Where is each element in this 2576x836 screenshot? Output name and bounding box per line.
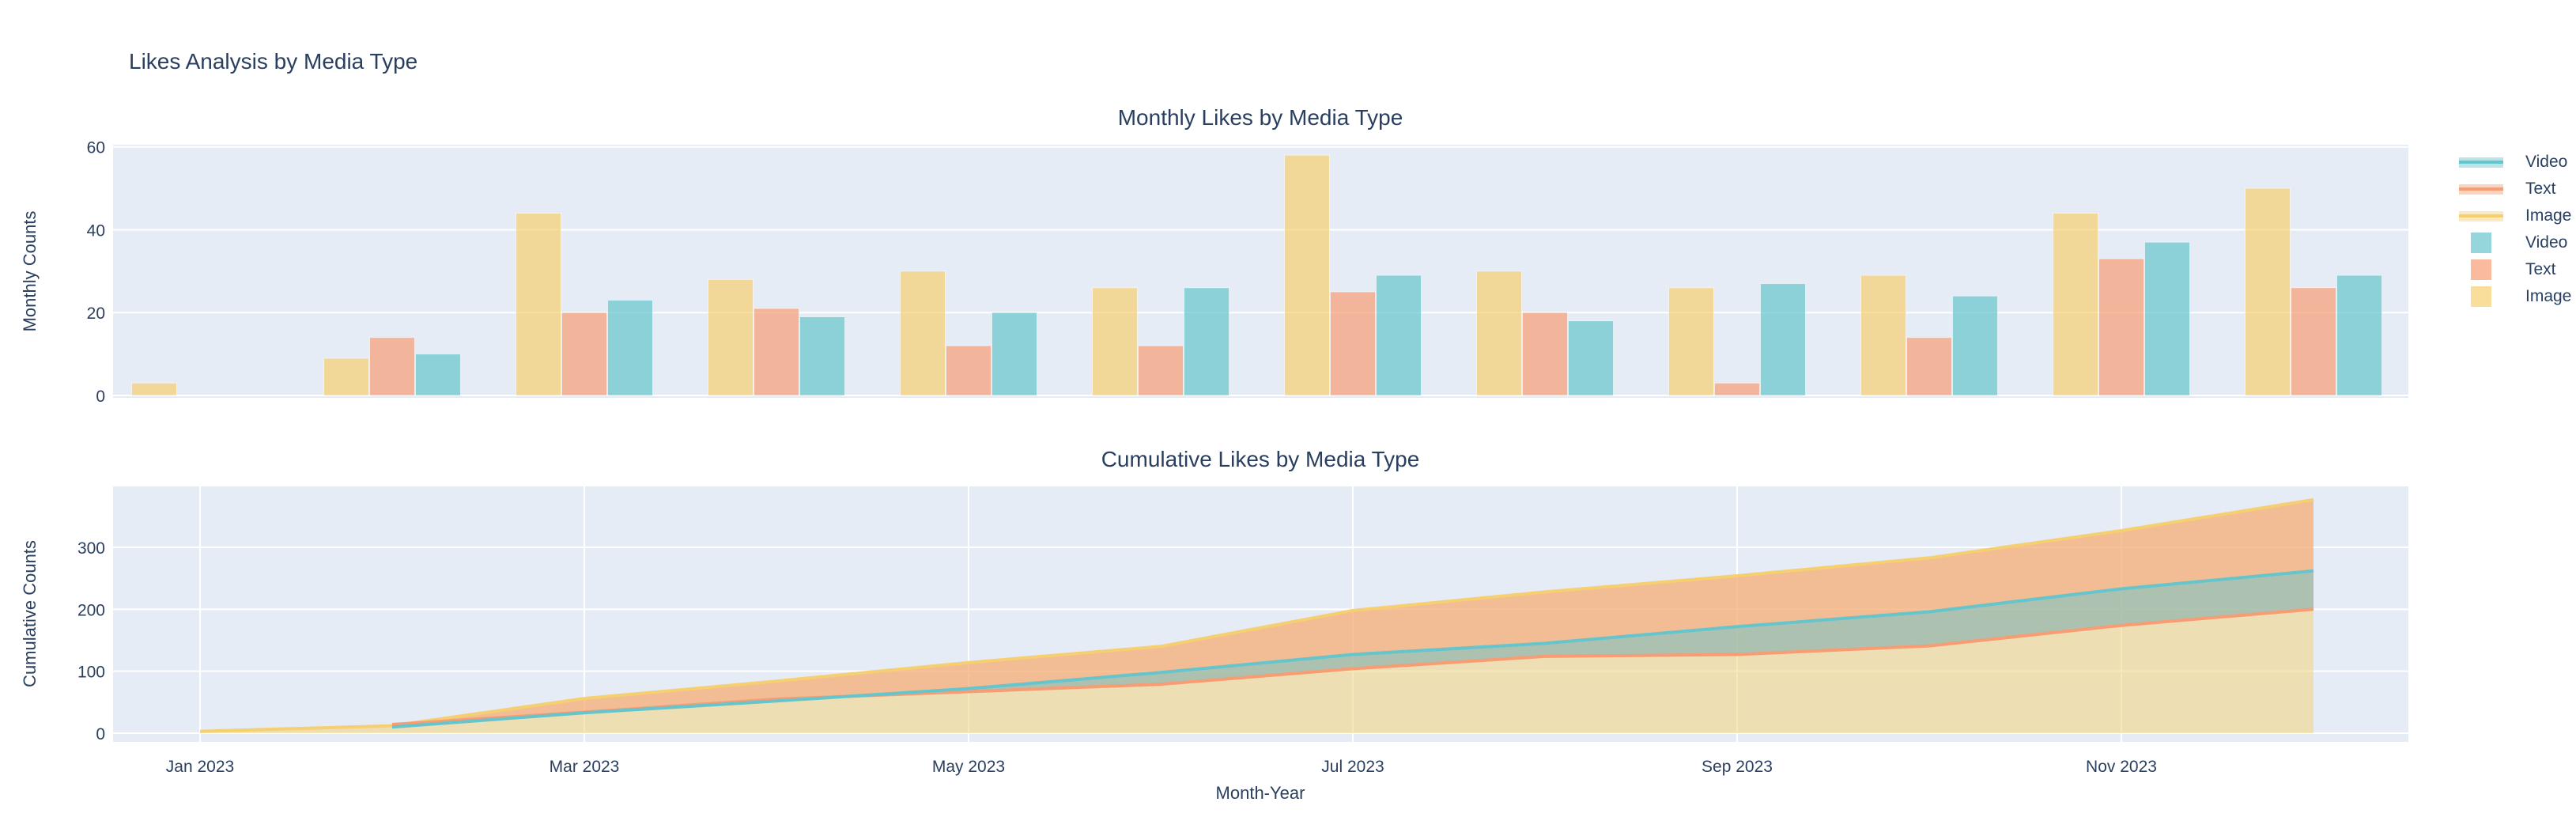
legend-item-label: Text (2525, 180, 2556, 198)
bar-video-oct-2023[interactable] (1952, 295, 1998, 396)
bar-video-aug-2023[interactable] (1568, 320, 1614, 396)
bar-image-nov-2023[interactable] (2053, 213, 2098, 396)
bar-text-sep-2023[interactable] (1714, 382, 1760, 396)
bar-video-jul-2023[interactable] (1376, 274, 1422, 396)
legend-item-label: Video (2525, 233, 2568, 252)
video-swatch-icon (2459, 233, 2514, 253)
x-tick-label: Nov 2023 (2086, 758, 2157, 776)
x-tick-label: Jul 2023 (1321, 758, 1384, 776)
area-image[interactable] (200, 499, 2313, 733)
bar-video-nov-2023[interactable] (2144, 241, 2190, 396)
x-axis-title: Month-Year (1215, 783, 1305, 803)
text-swatch-icon (2459, 183, 2514, 195)
y-tick-label: 0 (96, 388, 105, 406)
bar-text-mar-2023[interactable] (561, 312, 607, 396)
legend-item-label: Image (2525, 287, 2572, 305)
y-tick-label: 20 (87, 305, 105, 323)
bar-text-oct-2023[interactable] (1906, 337, 1952, 396)
legend-item-video-line[interactable]: Video (2459, 150, 2567, 174)
image-swatch-icon (2459, 286, 2514, 307)
bar-video-feb-2023[interactable] (415, 354, 461, 396)
bar-image-apr-2023[interactable] (708, 278, 754, 396)
bar-text-nov-2023[interactable] (2098, 258, 2144, 396)
subplot-title-monthly: Monthly Likes by Media Type (1117, 105, 1403, 130)
line-video[interactable] (391, 569, 2314, 729)
y-tick-label: 200 (77, 601, 105, 619)
y-tick-label: 300 (77, 539, 105, 558)
x-tick-label: Sep 2023 (1702, 758, 1773, 776)
bar-video-sep-2023[interactable] (1760, 283, 1806, 396)
bar-text-aug-2023[interactable] (1522, 312, 1568, 396)
bar-video-jun-2023[interactable] (1184, 287, 1229, 396)
video-swatch-icon (2459, 157, 2514, 168)
subplot-title-cumulative: Cumulative Likes by Media Type (1101, 447, 1420, 471)
figure-title: Likes Analysis by Media Type (129, 49, 418, 74)
legend-item-label: Text (2525, 260, 2556, 278)
area-text[interactable] (392, 499, 2313, 726)
bar-text-feb-2023[interactable] (369, 337, 415, 396)
bar-image-oct-2023[interactable] (1860, 274, 1906, 396)
bar-image-aug-2023[interactable] (1476, 270, 1522, 396)
line-image[interactable] (199, 497, 2314, 733)
y-axis-title-monthly: Monthly Counts (20, 210, 40, 332)
bar-video-dec-2023[interactable] (2336, 274, 2382, 396)
image-swatch-icon (2459, 210, 2514, 221)
bar-image-jun-2023[interactable] (1092, 287, 1138, 396)
bar-image-mar-2023[interactable] (516, 213, 561, 396)
y-tick-label: 100 (77, 664, 105, 682)
bar-image-feb-2023[interactable] (323, 357, 369, 396)
legend-item-video-square[interactable]: Video (2459, 231, 2567, 255)
legend-item-text-line[interactable]: Text (2459, 177, 2556, 201)
bar-video-may-2023[interactable] (991, 312, 1037, 396)
bar-image-may-2023[interactable] (900, 270, 946, 396)
bar-text-jun-2023[interactable] (1138, 345, 1184, 396)
bar-text-apr-2023[interactable] (754, 308, 799, 396)
x-tick-label: Jan 2023 (166, 758, 234, 776)
bar-text-dec-2023[interactable] (2291, 287, 2336, 396)
bar-video-mar-2023[interactable] (607, 300, 653, 396)
x-tick-label: May 2023 (932, 758, 1005, 776)
legend-item-label: Video (2525, 153, 2568, 171)
legend-item-image-square[interactable]: Image (2459, 285, 2571, 308)
text-swatch-icon (2459, 259, 2514, 280)
x-tick-label: Mar 2023 (550, 758, 620, 776)
legend-item-label: Image (2525, 206, 2572, 225)
bar-image-dec-2023[interactable] (2245, 187, 2291, 396)
bar-image-jan-2023[interactable] (131, 382, 177, 396)
y-axis-title-cumulative: Cumulative Counts (20, 540, 40, 687)
y-tick-label: 60 (87, 139, 105, 157)
bar-video-apr-2023[interactable] (799, 316, 845, 396)
y-tick-label: 0 (96, 725, 105, 743)
y-tick-label: 40 (87, 221, 105, 240)
bar-image-jul-2023[interactable] (1284, 154, 1330, 396)
bar-image-sep-2023[interactable] (1668, 287, 1714, 396)
monthly-plot-area (113, 145, 2408, 398)
bar-text-may-2023[interactable] (946, 345, 991, 396)
legend-item-image-line[interactable]: Image (2459, 204, 2571, 228)
bar-text-jul-2023[interactable] (1330, 291, 1376, 396)
legend-item-text-square[interactable]: Text (2459, 258, 2556, 282)
